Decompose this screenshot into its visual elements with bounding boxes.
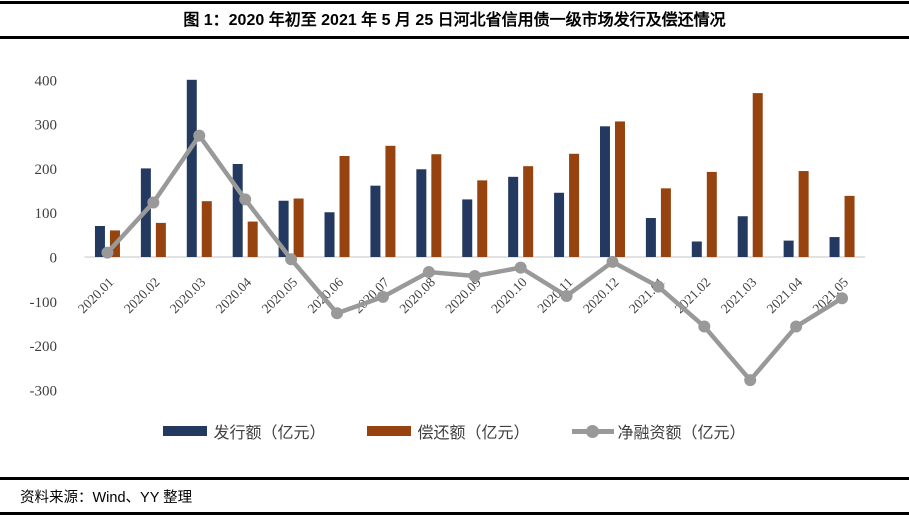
issuance-swatch [163, 426, 208, 436]
repayment-bar [201, 201, 212, 257]
y-tick-label: 0 [50, 251, 58, 267]
issuance-bar [278, 200, 289, 257]
legend-item-net: 净融资额（亿元） [571, 419, 746, 443]
x-axis-label: 2020.03 [167, 274, 209, 316]
y-tick-label: 200 [35, 162, 58, 178]
issuance-bar [462, 199, 473, 257]
bottom-rule [0, 512, 909, 515]
issuance-bar [829, 237, 840, 257]
x-axis-label: 2021.02 [672, 275, 714, 317]
net-financing-line [105, 133, 844, 383]
x-axis-label: 2020.10 [488, 274, 530, 316]
y-tick-label: -100 [30, 295, 58, 311]
repayment-bar [247, 221, 258, 257]
issuance-bar [416, 169, 427, 257]
net-financing-marker [606, 255, 619, 268]
net-financing-marker [652, 280, 665, 293]
x-axis-label: 2020.02 [121, 275, 163, 317]
legend-item-issuance: 发行额（亿元） [163, 419, 325, 443]
repayment-swatch [367, 426, 412, 436]
y-tick-label: -200 [30, 339, 58, 355]
net-financing-marker [836, 292, 849, 305]
repayment-bar [844, 195, 855, 257]
net-line-swatch [571, 424, 614, 438]
repayment-bar [569, 153, 580, 257]
y-tick-label: -300 [30, 383, 58, 399]
net-financing-marker [101, 246, 114, 259]
issuance-bar [737, 216, 748, 257]
issuance-bar [370, 185, 381, 257]
issuance-bar [232, 163, 243, 257]
repayment-bar [477, 180, 488, 257]
net-financing-marker [790, 320, 803, 333]
legend-label-net: 净融资额（亿元） [617, 425, 746, 442]
top-rule [0, 1, 909, 4]
issuance-bar [508, 176, 519, 257]
net-financing-marker [193, 129, 206, 142]
repayment-bar [614, 121, 625, 257]
net-financing-marker [422, 266, 435, 279]
repayment-bar [431, 154, 442, 257]
repayment-bar [293, 198, 304, 257]
source-note: 资料来源：Wind、YY 整理 [20, 490, 193, 506]
x-axis-label: 2020.04 [213, 274, 255, 316]
repayment-bar [155, 222, 166, 257]
net-financing-marker [331, 307, 344, 320]
legend-label-repayment: 偿还额（亿元） [417, 425, 530, 442]
footer-rule [0, 477, 909, 480]
net-financing-marker [468, 270, 481, 283]
repayment-bar [660, 188, 671, 257]
issuance-bar [645, 218, 656, 257]
net-financing-marker [514, 261, 527, 274]
repayment-bar [339, 155, 350, 257]
issuance-bar [554, 192, 565, 257]
x-axis-label: 2020.05 [259, 274, 301, 316]
issuance-bar [94, 225, 105, 257]
legend-label-issuance: 发行额（亿元） [213, 425, 326, 442]
x-axis-label: 2020.01 [75, 275, 117, 317]
net-financing-marker [376, 290, 389, 303]
y-tick-label: 300 [35, 118, 58, 134]
x-axis-label: 2021.03 [718, 274, 760, 316]
issuance-bar [783, 240, 794, 257]
net-financing-marker [147, 196, 160, 209]
repayment-bar [798, 171, 809, 257]
chart-legend: 发行额（亿元） 偿还额（亿元） 净融资额（亿元） [0, 419, 909, 443]
legend-item-repayment: 偿还额（亿元） [367, 419, 530, 443]
net-financing-marker [285, 253, 298, 266]
y-tick-label: 400 [35, 73, 58, 89]
net-financing-marker [560, 289, 573, 302]
issuance-bar [186, 79, 197, 257]
net-financing-marker [744, 374, 757, 387]
repayment-bar [706, 171, 717, 257]
issuance-bar [324, 212, 335, 257]
title-rule [0, 36, 909, 39]
issuance-bar [599, 126, 610, 257]
x-axis-label: 2021.04 [764, 274, 806, 316]
net-financing-marker [239, 193, 252, 206]
y-tick-label: 100 [35, 206, 58, 222]
repayment-bar [523, 166, 534, 257]
repayment-bar [752, 93, 763, 257]
figure-title: 图 1：2020 年初至 2021 年 5 月 25 日河北省信用债一级市场发行… [183, 12, 726, 29]
net-financing-marker [698, 320, 711, 333]
repayment-bar [385, 145, 396, 257]
issuance-bar [691, 241, 702, 257]
net-marker-dot [585, 424, 599, 438]
